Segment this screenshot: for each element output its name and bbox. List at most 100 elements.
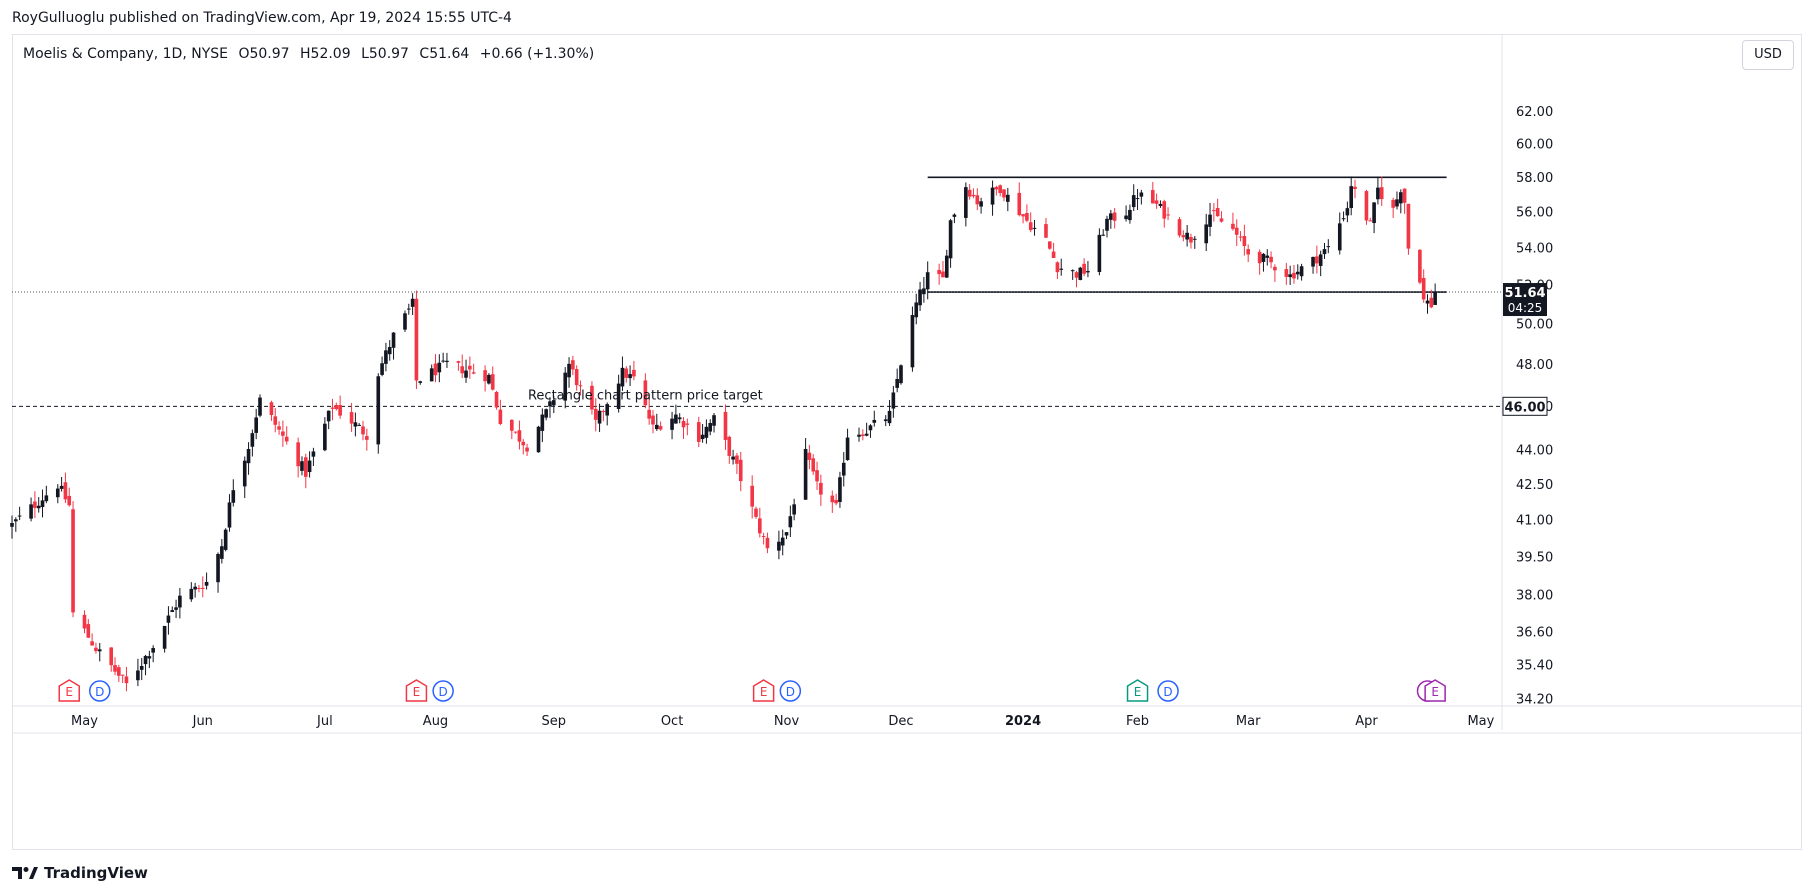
candle[interactable] bbox=[990, 180, 995, 216]
candle[interactable] bbox=[1219, 211, 1224, 223]
candle[interactable] bbox=[170, 606, 175, 613]
candle[interactable] bbox=[872, 410, 877, 427]
candle[interactable] bbox=[994, 185, 999, 196]
candle[interactable] bbox=[1070, 269, 1075, 280]
candle[interactable] bbox=[220, 539, 224, 564]
candle[interactable] bbox=[952, 213, 957, 224]
candle[interactable] bbox=[597, 403, 602, 433]
candle[interactable] bbox=[490, 366, 495, 391]
candle[interactable] bbox=[193, 582, 197, 598]
candle[interactable] bbox=[536, 425, 541, 453]
candle[interactable] bbox=[139, 658, 144, 681]
candle[interactable] bbox=[651, 410, 655, 434]
candle[interactable] bbox=[86, 619, 91, 638]
candle[interactable] bbox=[281, 420, 285, 447]
candle[interactable] bbox=[391, 332, 396, 360]
candle[interactable] bbox=[937, 263, 941, 285]
candle[interactable] bbox=[1299, 263, 1304, 281]
candle[interactable] bbox=[227, 494, 232, 532]
candle[interactable] bbox=[1368, 217, 1373, 222]
candle[interactable] bbox=[605, 402, 610, 426]
candle[interactable] bbox=[971, 188, 976, 199]
candle[interactable] bbox=[94, 642, 98, 654]
candle[interactable] bbox=[1212, 203, 1216, 222]
candle[interactable] bbox=[819, 474, 823, 506]
earnings-event-marker[interactable]: E bbox=[1126, 679, 1149, 702]
candle[interactable] bbox=[1185, 224, 1189, 247]
candle[interactable] bbox=[151, 645, 155, 663]
candle[interactable] bbox=[1322, 242, 1327, 259]
candle[interactable] bbox=[1234, 219, 1239, 246]
candle[interactable] bbox=[1238, 231, 1243, 242]
candle[interactable] bbox=[948, 218, 953, 268]
candle[interactable] bbox=[792, 498, 796, 521]
candle[interactable] bbox=[1418, 249, 1422, 285]
candle[interactable] bbox=[231, 479, 236, 507]
candle[interactable] bbox=[677, 413, 682, 424]
candle[interactable] bbox=[834, 493, 838, 506]
candle[interactable] bbox=[357, 423, 362, 427]
candle[interactable] bbox=[124, 666, 129, 692]
candle[interactable] bbox=[269, 400, 274, 421]
candle[interactable] bbox=[700, 423, 705, 443]
candle[interactable] bbox=[376, 373, 381, 454]
candle[interactable] bbox=[868, 424, 873, 438]
candle[interactable] bbox=[525, 443, 529, 457]
candle[interactable] bbox=[384, 342, 388, 372]
candle[interactable] bbox=[410, 293, 415, 316]
candle[interactable] bbox=[1025, 204, 1029, 223]
candle[interactable] bbox=[788, 505, 793, 538]
candle[interactable] bbox=[1429, 289, 1434, 309]
candle[interactable] bbox=[460, 354, 465, 379]
candle[interactable] bbox=[174, 599, 178, 618]
candle[interactable] bbox=[944, 249, 949, 279]
candle[interactable] bbox=[300, 456, 304, 476]
candle[interactable] bbox=[780, 529, 785, 556]
candle[interactable] bbox=[1150, 181, 1155, 204]
candle[interactable] bbox=[670, 411, 674, 440]
candle[interactable] bbox=[1032, 219, 1037, 236]
candle[interactable] bbox=[681, 417, 686, 439]
candle[interactable] bbox=[147, 650, 152, 669]
candle[interactable] bbox=[296, 437, 300, 478]
candle[interactable] bbox=[334, 402, 339, 411]
candle[interactable] bbox=[403, 310, 407, 332]
candle[interactable] bbox=[1006, 187, 1010, 212]
candle[interactable] bbox=[738, 451, 743, 492]
candle[interactable] bbox=[647, 398, 651, 425]
candle[interactable] bbox=[223, 528, 228, 552]
candle[interactable] bbox=[494, 390, 499, 410]
candle[interactable] bbox=[1002, 189, 1006, 202]
candle[interactable] bbox=[521, 439, 526, 455]
candle[interactable] bbox=[784, 532, 789, 540]
candle[interactable] bbox=[517, 420, 522, 450]
candle[interactable] bbox=[33, 491, 37, 518]
candle[interactable] bbox=[845, 428, 850, 461]
earnings-event-marker[interactable]: E bbox=[405, 679, 428, 702]
candle[interactable] bbox=[841, 452, 846, 487]
candle[interactable] bbox=[326, 410, 331, 430]
candle[interactable] bbox=[887, 400, 892, 426]
candle[interactable] bbox=[696, 416, 701, 448]
candle[interactable] bbox=[1166, 207, 1170, 221]
candle[interactable] bbox=[1028, 212, 1033, 233]
candle[interactable] bbox=[380, 356, 384, 377]
candle[interactable] bbox=[1421, 269, 1426, 303]
candle[interactable] bbox=[815, 461, 819, 490]
candle[interactable] bbox=[1395, 191, 1399, 210]
candle[interactable] bbox=[593, 398, 598, 432]
candle[interactable] bbox=[178, 587, 182, 619]
candle[interactable] bbox=[1391, 197, 1395, 218]
candle[interactable] bbox=[418, 380, 423, 385]
candle[interactable] bbox=[1097, 228, 1102, 276]
candle[interactable] bbox=[1292, 264, 1296, 284]
candle[interactable] bbox=[941, 260, 945, 278]
candle[interactable] bbox=[1158, 200, 1163, 208]
candle[interactable] bbox=[910, 306, 915, 372]
candle[interactable] bbox=[406, 303, 411, 315]
candle[interactable] bbox=[1257, 249, 1262, 275]
candle[interactable] bbox=[761, 532, 766, 545]
candle[interactable] bbox=[830, 490, 835, 513]
candle[interactable] bbox=[685, 418, 690, 436]
candle[interactable] bbox=[1047, 241, 1052, 250]
